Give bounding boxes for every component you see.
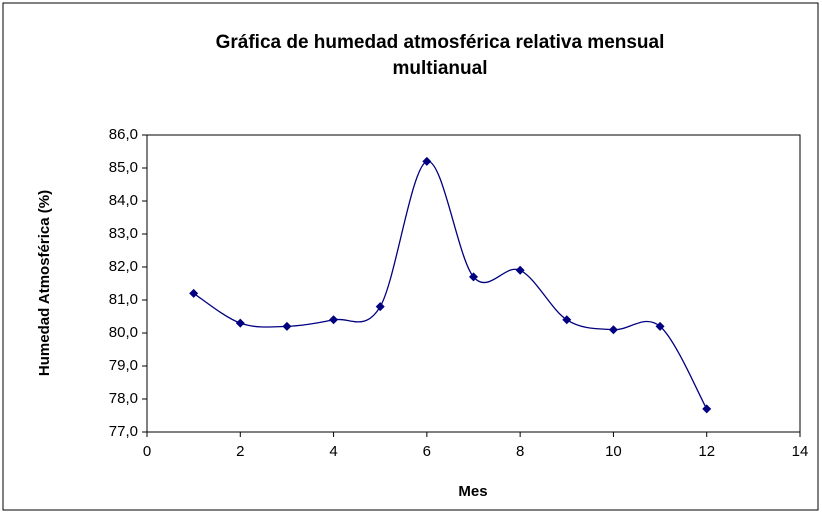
x-tick-label: 2: [236, 443, 244, 460]
y-tick-label: 80,0: [109, 324, 138, 341]
y-tick-label: 82,0: [109, 258, 138, 275]
data-point: [702, 404, 712, 414]
chart-title: Gráfica de humedad atmosférica relativa …: [215, 32, 665, 79]
x-tick-label: 14: [792, 443, 809, 460]
y-tick-label: 83,0: [109, 225, 138, 242]
data-point: [375, 302, 385, 312]
plot-area: [146, 134, 801, 433]
data-point: [608, 325, 618, 335]
data-point: [655, 321, 665, 331]
y-tick-label: 84,0: [109, 192, 138, 209]
data-point: [235, 318, 245, 328]
x-tick-label: 6: [423, 443, 431, 460]
x-tick-label: 12: [698, 443, 715, 460]
x-tick-label: 10: [605, 443, 622, 460]
data-point: [422, 156, 432, 166]
y-tick-label: 85,0: [109, 159, 138, 176]
y-tick-label: 81,0: [109, 291, 138, 308]
x-axis-label: Mes: [458, 483, 487, 500]
x-tick-label: 4: [329, 443, 337, 460]
y-axis-label: Humedad Atmosférica (%): [36, 190, 53, 376]
x-tick-label: 0: [143, 443, 151, 460]
data-point: [562, 315, 572, 325]
data-point: [282, 321, 292, 331]
y-tick-label: 77,0: [109, 423, 138, 440]
y-tick-label: 86,0: [109, 126, 138, 143]
data-point: [515, 265, 525, 275]
data-point: [469, 272, 478, 282]
y-tick-label: 79,0: [109, 357, 138, 374]
y-tick-label: 78,0: [109, 390, 138, 407]
data-point: [329, 315, 339, 325]
data-point: [189, 288, 199, 298]
x-tick-label: 8: [516, 443, 524, 460]
